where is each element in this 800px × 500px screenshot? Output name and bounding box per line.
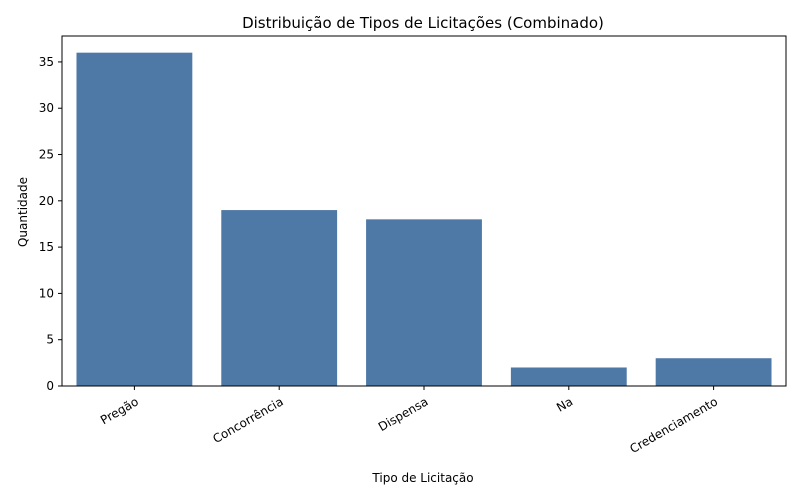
y-tick-label-4: 20 [39,194,54,208]
bar-2 [366,219,482,386]
y-tick-label-7: 35 [39,55,54,69]
x-tick-label-0: Pregão [98,394,141,427]
x-tick-label-2: Dispensa [376,394,431,434]
bar-4 [655,358,772,386]
bar-0 [76,52,193,387]
x-tick-label-3: Na [554,394,575,414]
y-tick-label-6: 30 [39,101,54,115]
plot-area: 0 5 10 15 20 25 30 35 Pregão Concorrência Dispensa… [39,35,787,456]
x-tick-label-1: Concorrência [210,394,285,446]
y-tick-label-5: 25 [39,148,54,162]
y-axis-label: Quantidade [16,177,30,247]
bar-3 [510,367,627,386]
y-tick-label-3: 15 [39,240,54,254]
bar-1 [221,210,338,386]
y-tick-label-2: 10 [39,286,54,300]
chart-title: Distribuição de Tipos de Licitações (Com… [242,14,604,32]
x-axis-label: Tipo de Licitação [371,471,473,485]
y-tick-label-1: 5 [46,333,54,347]
y-tick-label-0: 0 [46,379,54,393]
x-tick-label-4: Credenciamento [627,394,720,456]
